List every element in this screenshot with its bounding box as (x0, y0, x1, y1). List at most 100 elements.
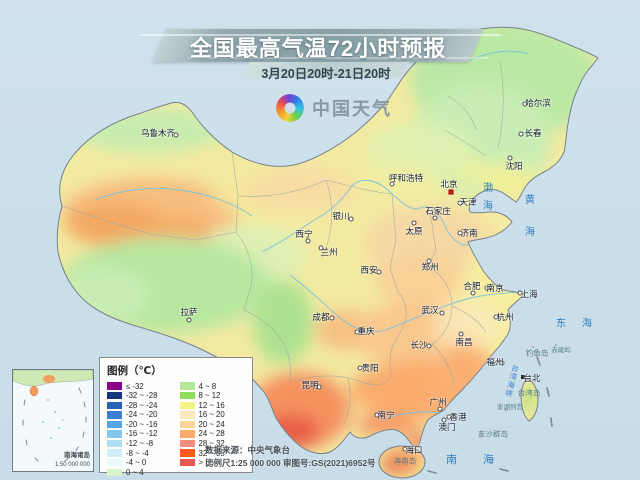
legend-title: 图例（℃） (107, 365, 162, 377)
city-marker-dot (437, 406, 443, 412)
city-label: 长春 (524, 128, 542, 138)
legend-item: -20 ~ -16 (107, 419, 174, 429)
city-label: 贵阳 (361, 363, 379, 373)
city-marker-dot (357, 365, 363, 371)
city-label: 北京 (440, 179, 458, 189)
legend-item: > 35 (179, 458, 247, 468)
legend-swatch (107, 468, 122, 477)
legend-swatch (179, 382, 195, 390)
legend-swatch (107, 391, 122, 400)
legend-range-label: -32 ~ -28 (126, 391, 158, 401)
city-label: 重庆 (357, 326, 375, 336)
legend-swatch (107, 401, 122, 409)
legend-swatch (107, 420, 122, 429)
geo-label: 台湾岛 (517, 388, 541, 398)
legend-range-label: > 35 (198, 458, 214, 468)
logo-text: 中国天气 (312, 99, 392, 119)
legend-range-label: 16 ~ 20 (198, 410, 225, 420)
legend-range-label: -4 ~ 0 (126, 458, 147, 468)
legend-range-label: 4 ~ 8 (198, 381, 217, 391)
map-attribution: 数据来源：中央气象台 比例尺1:25 000 000 审图号:GS(2021)6… (205, 444, 376, 469)
page-title: 全国最高气温72小时预报 (189, 36, 447, 61)
legend-item: 16 ~ 20 (179, 410, 247, 420)
legend-range-label: 20 ~ 24 (198, 419, 225, 429)
city-marker-dot (493, 314, 499, 320)
maritime-marks (427, 344, 557, 474)
city-marker-dot (318, 245, 324, 251)
city-label: 南昌 (455, 337, 473, 347)
legend-range-label: 8 ~ 12 (198, 391, 221, 401)
province-borders (61, 59, 504, 425)
legend-item: 32 ~ 35 (179, 449, 247, 458)
legend-swatch (107, 449, 122, 457)
city-marker-dot (507, 155, 513, 161)
city-marker-dot (316, 384, 322, 390)
city-label: 沈阳 (505, 161, 523, 171)
legend-swatch (179, 430, 195, 438)
inset-title: 南海诸岛 (64, 452, 90, 459)
legend-swatch (107, 430, 122, 438)
legend-item: -4 ~ 0 (107, 458, 174, 468)
city-marker-dot (374, 412, 380, 418)
legend-item: 20 ~ 24 (179, 419, 247, 429)
city-label: 武汉 (421, 305, 439, 315)
legend-column-1: ≤ -32 -32 ~ -28 -28 ~ -24 -24 ~ -20 -20 ~ -1… (107, 382, 174, 477)
city-marker-dot (484, 285, 490, 291)
legend-swatch (179, 411, 195, 419)
city-label: 银川 (332, 211, 350, 221)
geo-label: 东沙群岛 (478, 429, 508, 439)
legend-range-label: 24 ~ 28 (198, 429, 225, 439)
legend-swatch (107, 411, 122, 419)
city-label: 南京 (486, 283, 504, 293)
city-label: 西宁 (295, 229, 313, 239)
city-marker-dot (348, 216, 354, 222)
city-marker-dot (354, 329, 360, 335)
legend-item: 12 ~ 16 (179, 400, 247, 410)
city-marker-dot (521, 375, 525, 379)
city-label: 广州 (429, 397, 447, 407)
city-label: 海口 (405, 445, 423, 455)
legend-swatch (179, 420, 195, 429)
legend-swatch (107, 382, 122, 390)
city-marker-dot (376, 269, 382, 275)
legend-range-label: -20 ~ -16 (126, 419, 158, 429)
legend-item: ≤ -32 (107, 382, 174, 391)
city-marker-dot (432, 215, 438, 221)
city-marker-dot (441, 417, 447, 423)
legend-range-label: 12 ~ 16 (198, 400, 225, 410)
legend-item: 28 ~ 32 (179, 439, 247, 449)
legend-swatch (179, 401, 195, 409)
legend-swatch (179, 439, 195, 448)
legend-item: 8 ~ 12 (179, 391, 247, 401)
geo-label: 海南岛 (393, 456, 417, 466)
city-label: 太原 (405, 226, 423, 236)
city-label: 台北 (523, 373, 541, 383)
city-marker-dot (522, 101, 528, 107)
legend-item: -32 ~ -28 (107, 391, 174, 401)
geo-label: 南海 (446, 454, 520, 466)
city-label: 合肥 (463, 281, 481, 291)
city-marker-dot (458, 331, 464, 337)
legend-item: 0 ~ 4 (107, 468, 174, 477)
city-marker-dot (446, 414, 452, 420)
legend-swatch (107, 458, 122, 467)
city-label: 南宁 (377, 410, 395, 420)
city-marker-capital (448, 189, 454, 195)
city-label: 哈尔滨 (525, 98, 551, 108)
temperature-legend: 图例（℃） ≤ -32 -32 ~ -28 -28 ~ -24 -24 ~ -20 -2… (99, 357, 253, 477)
city-marker-dot (186, 317, 192, 323)
city-label: 福州 (486, 357, 504, 367)
city-label: 乌鲁木齐 (140, 128, 176, 138)
legend-item: -24 ~ -20 (107, 410, 174, 419)
city-label: 杭州 (496, 312, 514, 322)
legend-swatch (107, 439, 122, 448)
city-marker-dot (426, 343, 432, 349)
legend-range-label: 28 ~ 32 (198, 439, 225, 449)
scale-review-text: 比例尺1:25 000 000 审图号:GS(2021)6952号 (205, 457, 376, 468)
geo-label: 澎湖列岛 (497, 404, 523, 411)
weather-swirl-icon (272, 90, 308, 126)
city-marker-dot (173, 132, 179, 138)
